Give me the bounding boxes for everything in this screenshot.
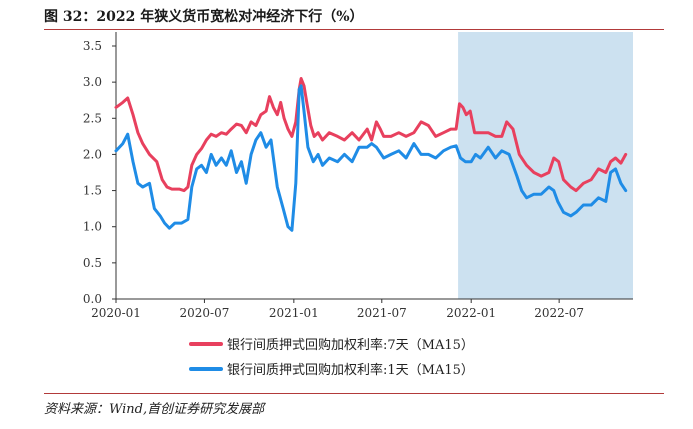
line-chart: 0.0 0.5 1.0 1.5 2.0 2.5 3.0 3.5 2020-01 2020-07 20…: [83, 32, 633, 320]
y-tick-label: 3.0: [83, 75, 102, 89]
legend-label-7day: 银行间质押式回购加权利率:7天（MA15）: [227, 338, 474, 353]
legend-label-1day: 银行间质押式回购加权利率:1天（MA15）: [227, 363, 474, 378]
title-rule: [44, 29, 664, 30]
y-tick-label: 0.0: [83, 292, 102, 306]
x-tick-label: 2021-01: [269, 306, 319, 320]
source-note: 资料来源：Wind,首创证券研究发展部: [44, 402, 265, 417]
y-tick-label: 2.5: [83, 111, 102, 125]
x-tick-label: 2020-07: [179, 306, 229, 320]
shaded-period: [458, 32, 633, 299]
legend-swatch-7day: [189, 341, 223, 346]
y-tick-label: 0.5: [83, 256, 102, 270]
series-line-7day: [114, 77, 628, 193]
source-rule: [44, 393, 664, 394]
legend-item-1day: 银行间质押式回购加权利率:1天（MA15）: [189, 359, 474, 378]
legend-swatch-1day: [189, 366, 223, 371]
y-tick-label: 3.5: [83, 39, 102, 53]
x-tick-label: 2020-01: [91, 306, 141, 320]
x-tick-label: 2022-07: [534, 306, 584, 320]
legend-item-7day: 银行间质押式回购加权利率:7天（MA15）: [189, 334, 474, 353]
y-tick-label: 1.0: [83, 220, 102, 234]
series-line-1day: [114, 84, 628, 232]
x-tick-label: 2022-01: [446, 306, 496, 320]
y-tick-label: 1.5: [83, 184, 102, 198]
x-tick-label: 2021-07: [357, 306, 407, 320]
figure-title: 图 32：2022 年狭义货币宽松对冲经济下行（%）: [44, 9, 364, 25]
y-tick-label: 2.0: [83, 147, 102, 161]
